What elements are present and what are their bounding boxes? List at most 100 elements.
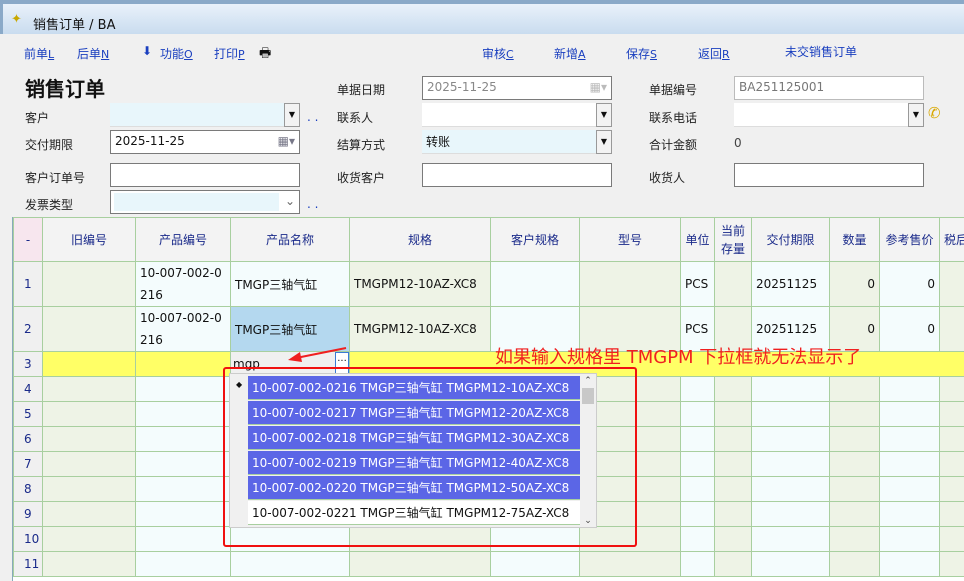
row-number[interactable]: 6 — [13, 426, 43, 452]
row-number[interactable]: 7 — [13, 451, 43, 477]
grid-cell[interactable] — [680, 526, 715, 552]
grid-cell[interactable] — [939, 451, 964, 477]
phone-icon[interactable]: ✆ — [928, 104, 941, 122]
grid-cell[interactable] — [42, 401, 136, 427]
spec-cell[interactable]: TMGPM12-10AZ-XC8 — [349, 261, 491, 307]
unit-cell[interactable]: PCS — [680, 261, 715, 307]
dropdown-option[interactable]: 10-007-002-0217 TMGP三轴气缸 TMGPM12-20AZ-XC… — [248, 401, 592, 425]
grid-cell[interactable] — [879, 376, 940, 402]
grid-cell[interactable] — [42, 451, 136, 477]
product-dropdown-list[interactable]: ◆ 10-007-002-0216 TMGP三轴气缸 TMGPM12-10AZ-… — [229, 373, 597, 528]
grid-cell[interactable] — [751, 551, 830, 577]
grid-cell[interactable] — [230, 551, 350, 577]
grid-cell[interactable] — [751, 526, 830, 552]
grid-cell[interactable] — [135, 426, 231, 452]
grid-cell[interactable] — [829, 451, 880, 477]
table-row[interactable]: 2 10-007-002-0216 TMGP三轴气缸 TMGPM12-10AZ-… — [13, 306, 964, 352]
grid-cell[interactable] — [714, 526, 752, 552]
product-name-editor[interactable]: mgp... — [230, 351, 350, 377]
recv-cust-field[interactable] — [422, 163, 612, 187]
scroll-up-icon[interactable]: ⌃ — [584, 376, 592, 386]
column-header[interactable]: 数量 — [829, 217, 880, 262]
row-number[interactable]: 3 — [13, 351, 43, 377]
grid-cell[interactable] — [714, 401, 752, 427]
column-header[interactable]: - — [13, 217, 43, 262]
grid-cell[interactable] — [751, 426, 830, 452]
grid-cell[interactable] — [939, 501, 964, 527]
chevron-down-icon[interactable]: ▼ — [596, 103, 612, 127]
doc-no-field[interactable]: BA251125001 — [734, 76, 924, 100]
order-lines-grid[interactable]: - 旧编号 产品编号 产品名称 规格 客户规格 型号 单位 当前存量 交付期限 … — [12, 217, 964, 581]
editing-row[interactable]: 3 mgp... — [13, 351, 964, 377]
grid-cell[interactable] — [879, 551, 940, 577]
stock-cell[interactable] — [714, 261, 752, 307]
back-button[interactable]: 返回R — [698, 45, 730, 62]
price-cell[interactable]: 0 — [879, 306, 940, 352]
column-header[interactable]: 旧编号 — [42, 217, 136, 262]
product-name-cell[interactable]: TMGP三轴气缸 — [230, 306, 350, 352]
grid-cell[interactable] — [680, 426, 715, 452]
tax-cell[interactable] — [939, 261, 964, 307]
dropdown-option[interactable]: 10-007-002-0218 TMGP三轴气缸 TMGPM12-30AZ-XC… — [248, 426, 592, 450]
add-button[interactable]: 新增A — [554, 45, 586, 62]
dropdown-option[interactable]: 10-007-002-0220 TMGP三轴气缸 TMGPM12-50AZ-XC… — [248, 476, 592, 500]
customer-more-button[interactable]: . . — [307, 110, 319, 124]
grid-cell[interactable] — [42, 551, 136, 577]
customer-combobox[interactable]: ▼ — [110, 103, 300, 127]
grid-cell[interactable] — [939, 476, 964, 502]
unit-cell[interactable]: PCS — [680, 306, 715, 352]
printer-icon[interactable]: 🖶 — [259, 46, 272, 61]
column-header[interactable]: 客户规格 — [490, 217, 580, 262]
invoice-more-button[interactable]: . . — [307, 197, 319, 211]
grid-cell[interactable] — [829, 551, 880, 577]
grid-cell[interactable] — [939, 526, 964, 552]
product-code-cell[interactable]: 10-007-002-0216 — [135, 261, 231, 307]
audit-button[interactable]: 审核C — [482, 45, 514, 62]
row-number[interactable]: 1 — [13, 261, 43, 307]
calendar-icon[interactable]: ▦▾ — [277, 134, 295, 148]
table-row[interactable]: 1 10-007-002-0216 TMGP三轴气缸 TMGPM12-10AZ-… — [13, 261, 964, 307]
next-button[interactable]: 后单N — [77, 45, 109, 62]
calendar-icon[interactable]: ▦▾ — [589, 80, 607, 94]
grid-cell[interactable] — [579, 526, 681, 552]
column-header[interactable]: 当前存量 — [714, 217, 752, 262]
grid-cell[interactable] — [135, 526, 231, 552]
grid-cell[interactable] — [349, 551, 491, 577]
grid-cell[interactable] — [680, 376, 715, 402]
grid-cell[interactable] — [751, 501, 830, 527]
grid-cell[interactable] — [135, 551, 231, 577]
grid-cell[interactable] — [879, 501, 940, 527]
grid-cell[interactable] — [135, 476, 231, 502]
chevron-down-icon[interactable]: ▼ — [596, 130, 612, 154]
grid-cell[interactable] — [714, 551, 752, 577]
quantity-cell[interactable]: 0 — [829, 306, 880, 352]
grid-cell[interactable] — [680, 501, 715, 527]
function-button[interactable]: 功能O — [160, 45, 193, 62]
old-code-cell[interactable] — [42, 261, 136, 307]
old-code-cell[interactable] — [42, 351, 136, 377]
row-number[interactable]: 11 — [13, 551, 43, 577]
phone-combobox[interactable]: ▼ — [734, 103, 924, 127]
dropdown-option[interactable]: 10-007-002-0216 TMGP三轴气缸 TMGPM12-10AZ-XC… — [248, 376, 592, 400]
grid-cell[interactable] — [714, 376, 752, 402]
grid-cell[interactable] — [135, 401, 231, 427]
grid-cell[interactable] — [714, 451, 752, 477]
save-button[interactable]: 保存S — [626, 45, 657, 62]
grid-cell[interactable] — [490, 551, 580, 577]
grid-cell[interactable] — [349, 526, 491, 552]
settle-combobox[interactable]: 转账 ▼ — [422, 130, 612, 154]
dropdown-scrollbar[interactable]: ⌃ ⌄ — [580, 376, 596, 526]
grid-cell[interactable] — [714, 501, 752, 527]
grid-cell[interactable] — [829, 376, 880, 402]
chevron-down-icon[interactable]: ▼ — [284, 103, 300, 127]
scroll-thumb[interactable] — [582, 388, 594, 404]
contact-combobox[interactable]: ▼ — [422, 103, 612, 127]
column-header[interactable]: 产品名称 — [230, 217, 350, 262]
old-code-cell[interactable] — [42, 306, 136, 352]
column-header[interactable]: 型号 — [579, 217, 681, 262]
grid-cell[interactable] — [714, 426, 752, 452]
receiver-field[interactable] — [734, 163, 924, 187]
row-number[interactable]: 10 — [13, 526, 43, 552]
grid-cell[interactable] — [42, 501, 136, 527]
stock-cell[interactable] — [714, 306, 752, 352]
